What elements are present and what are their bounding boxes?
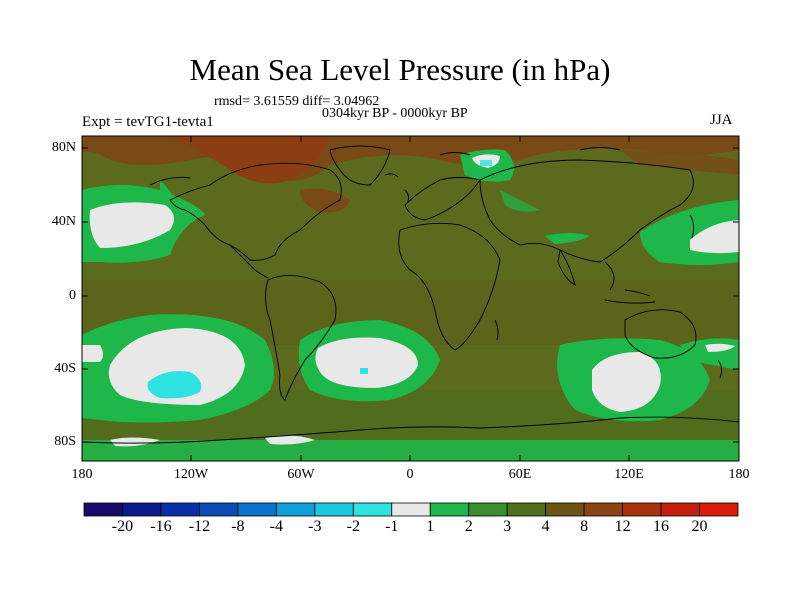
lat-label-80s: 80S bbox=[54, 434, 76, 449]
colorbar-swatch bbox=[545, 502, 585, 517]
colorbar-label: 4 bbox=[541, 518, 550, 535]
lat-label-40n: 40N bbox=[51, 214, 76, 229]
colorbar-label: -8 bbox=[231, 518, 245, 535]
colorbar-swatch bbox=[199, 502, 239, 517]
lon-label-60w: 60W bbox=[287, 467, 315, 482]
colorbar-label: -20 bbox=[111, 518, 134, 535]
colorbar-label: -4 bbox=[269, 518, 283, 535]
colorbar-swatch bbox=[237, 502, 277, 517]
colorbar-label: 16 bbox=[653, 518, 670, 535]
map-field bbox=[82, 136, 739, 461]
axis-ticks bbox=[82, 136, 739, 461]
period-label: 0304kyr BP - 0000kyr BP bbox=[322, 106, 468, 121]
colorbar-swatch bbox=[275, 502, 316, 517]
lon-label-120w: 120W bbox=[173, 467, 209, 482]
colorbar-label: 20 bbox=[691, 518, 708, 535]
lon-label-60e: 60E bbox=[508, 467, 532, 482]
colorbar-swatch bbox=[314, 502, 354, 517]
stats-label: rmsd= 3.61559 diff= 3.04962 bbox=[214, 94, 380, 109]
colorbar-swatch bbox=[699, 502, 739, 517]
colorbar-label: -3 bbox=[308, 518, 322, 535]
colorbar-label: -16 bbox=[150, 518, 172, 535]
colorbar-label: 1 bbox=[426, 518, 435, 535]
colorbar-label: 3 bbox=[503, 518, 512, 535]
lon-label-180w: 180 bbox=[71, 467, 93, 482]
coastlines bbox=[82, 145, 739, 444]
experiment-label: Expt = tevTG1-tevta1 bbox=[82, 114, 214, 130]
lon-label-180e: 180 bbox=[728, 467, 750, 482]
lat-label-80n: 80N bbox=[51, 140, 76, 155]
colorbar-swatch bbox=[622, 502, 662, 517]
colorbar-swatch bbox=[391, 502, 431, 517]
lon-label-0: 0 bbox=[406, 467, 414, 482]
colorbar-swatch bbox=[429, 502, 470, 517]
colorbar-swatch bbox=[583, 502, 623, 517]
colorbar-swatch bbox=[160, 502, 200, 517]
colorbar-swatch bbox=[468, 502, 508, 517]
colorbar-label: 8 bbox=[580, 518, 589, 535]
colorbar-swatch bbox=[83, 502, 123, 517]
colorbar-label: -2 bbox=[346, 518, 360, 535]
colorbar-swatch bbox=[506, 502, 547, 517]
lat-label-eq: 0 bbox=[69, 288, 76, 303]
colorbar-label: -1 bbox=[385, 518, 399, 535]
colorbar bbox=[83, 502, 739, 517]
colorbar-swatch bbox=[352, 502, 393, 517]
colorbar-label: 2 bbox=[464, 518, 473, 535]
lon-label-120e: 120E bbox=[614, 467, 644, 482]
colorbar-label: -12 bbox=[188, 518, 211, 535]
colorbar-label: 12 bbox=[614, 518, 631, 535]
colorbar-swatch bbox=[122, 502, 162, 517]
lat-label-40s: 40S bbox=[54, 361, 76, 376]
map-title: Mean Sea Level Pressure (in hPa) bbox=[189, 52, 611, 87]
season-label: JJA bbox=[710, 112, 733, 128]
colorbar-swatch bbox=[660, 502, 700, 517]
